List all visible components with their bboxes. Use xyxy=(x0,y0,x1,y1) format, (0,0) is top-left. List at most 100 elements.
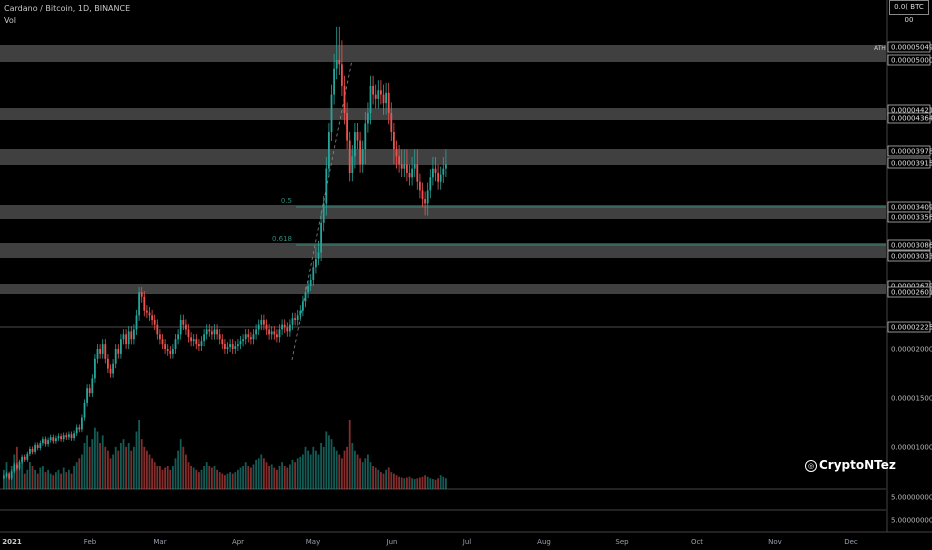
candle-body xyxy=(122,334,125,340)
volume-bar xyxy=(122,439,125,489)
volume-bar xyxy=(140,439,143,489)
price-axis-zone-label: 0.00004364 xyxy=(891,115,932,123)
volume-bar xyxy=(81,454,83,489)
candle-body xyxy=(361,149,364,165)
price-axis-zone-label-box xyxy=(887,211,931,223)
candle-body xyxy=(429,177,432,191)
candle-body xyxy=(260,320,263,325)
candle-body xyxy=(148,312,151,316)
candle-body xyxy=(377,90,380,99)
volume-bar xyxy=(247,466,250,489)
candle-body xyxy=(187,329,190,338)
candle-body xyxy=(169,350,172,354)
scale-badge[interactable]: 0.0( BTC 00 xyxy=(889,0,929,24)
volume-bar xyxy=(372,466,374,489)
candle-body xyxy=(109,368,112,374)
volume-bar xyxy=(354,450,356,489)
ath-label: ATH xyxy=(874,45,886,52)
candle-body xyxy=(278,329,281,338)
volume-bar xyxy=(148,454,151,489)
candle-body xyxy=(244,334,247,340)
volume-bar xyxy=(127,443,130,489)
candle-body xyxy=(263,320,265,325)
price-axis-support-label-box xyxy=(887,321,931,333)
volume-bar xyxy=(437,478,439,489)
candle-body xyxy=(23,456,26,460)
volume-bar xyxy=(5,462,8,489)
volume-bar xyxy=(283,466,286,489)
volume-bar xyxy=(47,469,49,489)
volume-bar xyxy=(317,454,320,489)
volume-bar xyxy=(434,479,437,489)
volume-bar xyxy=(57,469,60,489)
price-axis-label: 5.00000000 xyxy=(891,517,932,525)
volume-bar xyxy=(377,469,380,489)
candle-body xyxy=(247,334,250,338)
volume-bar xyxy=(70,473,73,489)
candle-body xyxy=(185,324,187,330)
volume-bar xyxy=(322,446,325,489)
volume-bar xyxy=(112,454,114,489)
volume-bar xyxy=(359,458,361,489)
volume-bar xyxy=(174,458,177,489)
volume-bar xyxy=(335,450,338,489)
candle-body xyxy=(250,337,252,340)
candle-body xyxy=(125,334,127,345)
volume-label: Vol xyxy=(4,16,16,25)
candle-body xyxy=(374,94,377,99)
candle-body xyxy=(393,132,395,150)
volume-bar xyxy=(179,439,182,489)
volume-bar xyxy=(172,466,174,489)
time-axis-label: Nov xyxy=(768,538,782,546)
candle-body xyxy=(317,252,320,259)
volume-bar xyxy=(387,467,390,489)
volume-bar xyxy=(83,443,86,489)
volume-bar xyxy=(242,466,244,489)
candle-body xyxy=(359,140,361,165)
candle-body xyxy=(156,324,159,335)
candle-body xyxy=(273,331,276,335)
volume-bar xyxy=(325,431,328,489)
candle-body xyxy=(146,310,148,313)
price-axis-zone-label-box xyxy=(887,250,931,262)
volume-bar xyxy=(294,462,296,489)
volume-bar xyxy=(343,450,346,489)
candle-body xyxy=(372,85,374,95)
candle-body xyxy=(424,199,426,204)
volume-bar xyxy=(408,476,411,489)
candle-body xyxy=(338,60,341,65)
volume-bar xyxy=(304,446,307,489)
candle-body xyxy=(291,318,294,325)
volume-bar xyxy=(182,446,185,489)
volume-bar xyxy=(208,466,211,489)
candle-body xyxy=(437,173,439,182)
candle-body xyxy=(99,349,101,354)
volume-bar xyxy=(187,462,190,489)
volume-bar xyxy=(156,466,159,489)
price-axis-zone-label-box xyxy=(887,112,931,124)
volume-bar xyxy=(55,472,57,489)
volume-bar xyxy=(289,464,291,489)
volume-bar xyxy=(385,469,387,489)
volume-bar xyxy=(390,472,393,489)
candle-body xyxy=(231,344,234,349)
candle-body xyxy=(432,168,434,178)
volume-bar xyxy=(273,467,276,489)
candle-body xyxy=(83,402,86,418)
price-axis-zone-label: 0.00003356 xyxy=(891,214,932,222)
volume-bar xyxy=(29,462,31,489)
price-axis-zone-label: 0.00005000 xyxy=(891,57,932,65)
volume-bar xyxy=(153,462,156,489)
volume-bar xyxy=(234,472,237,489)
volume-bar xyxy=(78,458,81,489)
volume-bar xyxy=(101,435,104,489)
candle-body xyxy=(159,334,161,340)
time-axis-label: Aug xyxy=(537,538,551,546)
volume-bar xyxy=(281,462,283,489)
volume-bar xyxy=(62,467,65,489)
resistance-zone-band xyxy=(0,205,886,219)
volume-bar xyxy=(221,473,224,489)
volume-bar xyxy=(146,450,148,489)
volume-bar xyxy=(114,446,117,489)
